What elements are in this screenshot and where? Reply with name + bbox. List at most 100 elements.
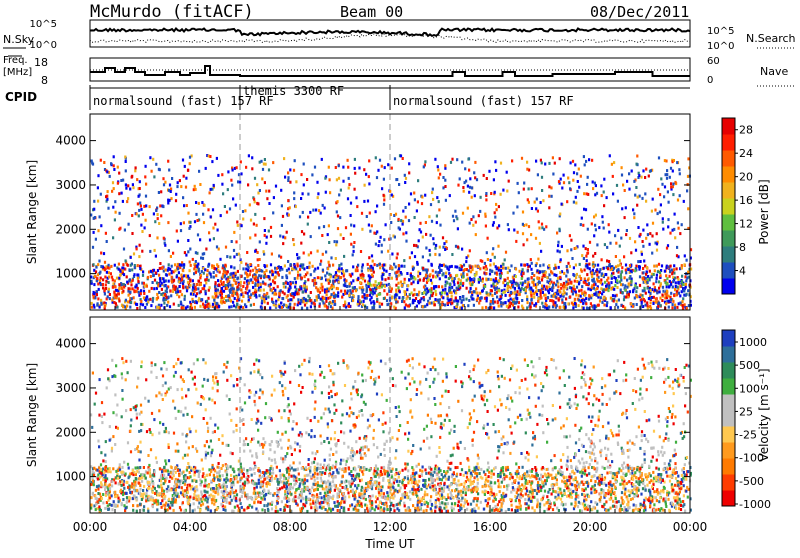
heatmap-cell	[575, 202, 577, 205]
heatmap-cell	[642, 358, 644, 361]
heatmap-cell	[469, 249, 471, 252]
heatmap-cell	[284, 362, 286, 365]
heatmap-cell	[105, 460, 107, 463]
heatmap-cell	[517, 231, 519, 234]
heatmap-cell	[468, 169, 470, 172]
heatmap-cell	[328, 364, 330, 367]
heatmap-cell	[168, 280, 170, 283]
heatmap-cell	[398, 183, 400, 186]
heatmap-cell	[143, 282, 145, 285]
heatmap-cell	[373, 302, 375, 305]
heatmap-cell	[463, 298, 465, 301]
colorbar-swatch	[722, 262, 735, 279]
heatmap-cell	[619, 280, 621, 283]
heatmap-cell	[254, 400, 256, 403]
heatmap-cell	[97, 297, 99, 300]
heatmap-cell	[112, 435, 114, 438]
heatmap-cell	[135, 166, 137, 169]
heatmap-cell	[620, 273, 622, 276]
heatmap-cell	[367, 366, 369, 369]
heatmap-cell	[140, 224, 142, 227]
heatmap-cell	[92, 246, 94, 249]
heatmap-cell	[387, 277, 389, 280]
heatmap-cell	[340, 462, 342, 465]
heatmap-cell	[379, 266, 381, 269]
heatmap-cell	[149, 156, 151, 159]
heatmap-cell	[463, 190, 465, 193]
heatmap-cell	[540, 292, 542, 295]
heatmap-cell	[361, 409, 363, 412]
heatmap-cell	[139, 180, 141, 183]
heatmap-cell	[684, 404, 686, 407]
heatmap-cell	[674, 449, 676, 452]
heatmap-cell	[687, 157, 689, 160]
heatmap-cell	[295, 281, 297, 284]
heatmap-cell	[474, 274, 476, 277]
heatmap-cell	[98, 414, 100, 417]
heatmap-cell	[329, 410, 331, 413]
heatmap-cell	[650, 301, 652, 304]
heatmap-cell	[575, 291, 577, 294]
heatmap-cell	[601, 403, 603, 406]
heatmap-cell	[524, 358, 526, 361]
heatmap-cell	[254, 394, 256, 397]
heatmap-cell	[337, 362, 339, 365]
heatmap-cell	[214, 401, 216, 404]
heatmap-cell	[287, 294, 289, 297]
heatmap-cell	[500, 193, 502, 196]
heatmap-cell	[324, 207, 326, 210]
heatmap-cell	[448, 406, 450, 409]
heatmap-cell	[561, 203, 563, 206]
heatmap-cell	[213, 237, 215, 240]
heatmap-cell	[353, 241, 355, 244]
heatmap-cell	[205, 451, 207, 454]
heatmap-cell	[193, 284, 195, 287]
heatmap-cell	[591, 272, 593, 275]
heatmap-cell	[628, 268, 630, 271]
heatmap-cell	[306, 417, 308, 420]
heatmap-cell	[103, 413, 105, 416]
heatmap-cell	[606, 259, 608, 262]
heatmap-cell	[643, 287, 645, 290]
heatmap-cell	[516, 290, 518, 293]
heatmap-cell	[217, 279, 219, 282]
heatmap-cell	[413, 381, 415, 384]
heatmap-cell	[96, 304, 98, 307]
heatmap-cell	[453, 283, 455, 286]
heatmap-cell	[354, 172, 356, 175]
heatmap-cell	[114, 279, 116, 282]
heatmap-cell	[466, 256, 468, 259]
heatmap-cell	[112, 286, 114, 289]
heatmap-cell	[209, 305, 211, 308]
heatmap-cell	[267, 302, 269, 305]
heatmap-cell	[310, 291, 312, 294]
heatmap-cell	[212, 375, 214, 378]
heatmap-cell	[335, 271, 337, 274]
heatmap-cell	[166, 287, 168, 290]
nave-tick-bottom: 0	[707, 75, 713, 86]
heatmap-cell	[416, 209, 418, 212]
heatmap-cell	[492, 302, 494, 305]
heatmap-cell	[231, 184, 233, 187]
heatmap-cell	[303, 163, 305, 166]
heatmap-cell	[361, 295, 363, 298]
heatmap-cell	[197, 358, 199, 361]
heatmap-cell	[232, 169, 234, 172]
heatmap-cell	[180, 375, 182, 378]
heatmap-cell	[331, 284, 333, 287]
heatmap-cell	[614, 234, 616, 237]
heatmap-cell	[114, 218, 116, 221]
heatmap-cell	[408, 171, 410, 174]
heatmap-cell	[333, 295, 335, 298]
heatmap-cell	[173, 375, 175, 378]
heatmap-cell	[173, 432, 175, 435]
heatmap-cell	[282, 297, 284, 300]
heatmap-cell	[556, 304, 558, 307]
heatmap-cell	[451, 265, 453, 268]
heatmap-cell	[121, 287, 123, 290]
heatmap-cell	[572, 306, 574, 309]
heatmap-cell	[541, 389, 543, 392]
heatmap-cell	[655, 301, 657, 304]
heatmap-cell	[277, 285, 279, 288]
heatmap-cell	[276, 267, 278, 270]
